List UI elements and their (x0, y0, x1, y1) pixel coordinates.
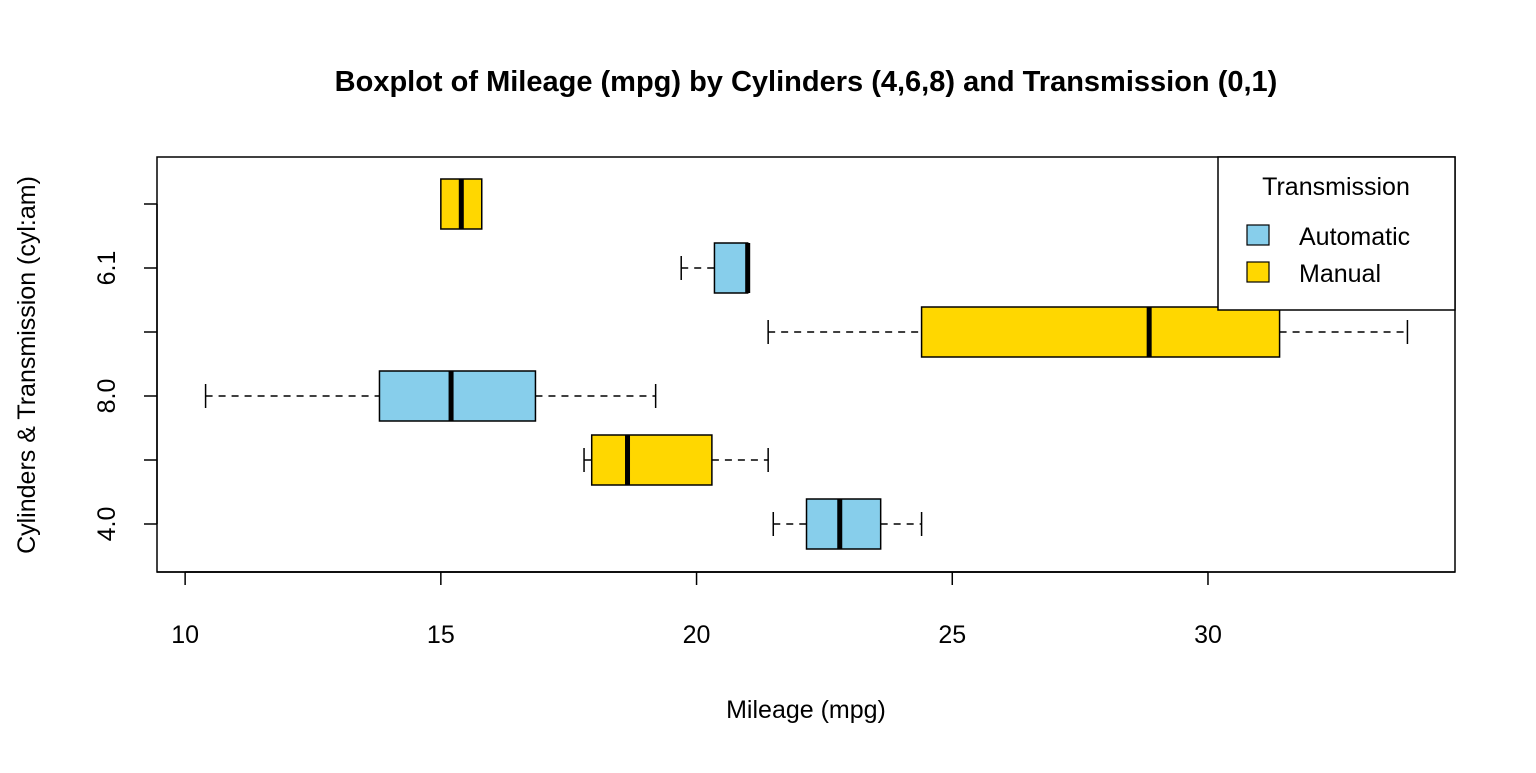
box-group (583, 434, 769, 486)
y-tick-label: 4.0 (93, 507, 121, 542)
y-tick-label: 6.1 (93, 251, 121, 286)
x-tick-label: 15 (427, 621, 455, 649)
box-group (767, 306, 1409, 358)
y-axis: 4.0 8.0 6.1 (93, 203, 158, 542)
chart-title: Boxplot of Mileage (mpg) by Cylinders (4… (335, 66, 1278, 98)
x-axis-label: Mileage (mpg) (726, 696, 886, 724)
box-group (772, 498, 923, 550)
box-group (204, 370, 657, 422)
box (378, 370, 537, 422)
legend: Transmission Automatic Manual (1217, 156, 1456, 311)
legend-swatch-automatic (1246, 224, 1270, 246)
box (590, 434, 713, 486)
x-tick-label: 25 (938, 621, 966, 649)
legend-swatch-manual (1246, 261, 1270, 283)
y-axis-label: Cylinders & Transmission (cyl:am) (13, 176, 41, 554)
x-tick-label: 20 (683, 621, 711, 649)
box-group (680, 242, 751, 294)
box (920, 306, 1281, 358)
legend-title: Transmission (1262, 173, 1410, 201)
box-group (440, 178, 483, 230)
legend-label-manual: Manual (1299, 260, 1381, 288)
x-tick-label: 10 (171, 621, 199, 649)
x-tick-label: 30 (1194, 621, 1222, 649)
legend-label-automatic: Automatic (1299, 223, 1410, 251)
box (713, 242, 749, 294)
box (805, 498, 882, 550)
x-axis: 10 15 20 25 30 (157, 571, 1455, 649)
y-tick-label: 8.0 (93, 379, 121, 414)
